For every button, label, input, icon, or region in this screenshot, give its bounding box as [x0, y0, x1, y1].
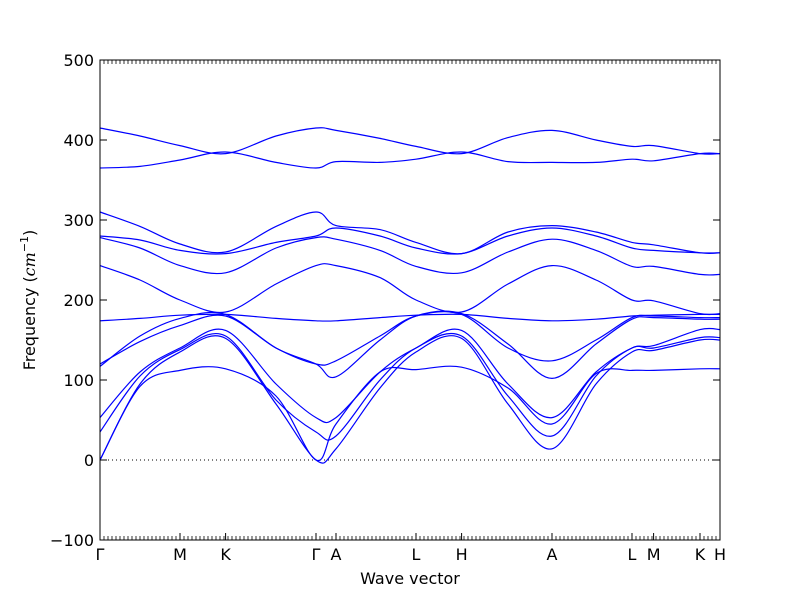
plot-frame — [99, 59, 721, 541]
band-line-5 — [99, 236, 721, 276]
band-line-12 — [99, 335, 721, 464]
x-tick-label: Γ — [312, 545, 321, 564]
y-tick-label: −100 — [50, 531, 94, 550]
x-tick-label: Γ — [96, 545, 105, 564]
band-line-3 — [99, 211, 721, 255]
band-line-8 — [99, 311, 721, 366]
x-tick-label: L — [412, 545, 421, 564]
y-tick-label: 200 — [63, 291, 94, 310]
x-tick-label: A — [331, 545, 342, 564]
band-line-6 — [99, 263, 721, 316]
x-tick-label: M — [173, 545, 187, 564]
x-tick-label: K — [220, 545, 231, 564]
band-line-2 — [99, 151, 721, 169]
y-tick-label: 400 — [63, 131, 94, 150]
y-axis-label-exp: −1 — [18, 236, 31, 252]
band-line-4 — [99, 227, 721, 255]
y-tick-label: 500 — [63, 51, 94, 70]
series-group — [99, 127, 721, 464]
x-tick-label: K — [695, 545, 706, 564]
band-line-11 — [99, 332, 721, 441]
x-tick-label: M — [647, 545, 661, 564]
x-tick-label: H — [714, 545, 726, 564]
y-tick-label: 0 — [84, 451, 94, 470]
x-tick-label: H — [456, 545, 468, 564]
y-axis-label: Frequency (cm−1) — [18, 230, 39, 371]
x-axis-label: Wave vector — [360, 569, 460, 588]
y-axis-label-close: ) — [20, 230, 39, 236]
y-axis-label-text: Frequency ( — [20, 276, 39, 370]
x-tick-label: A — [547, 545, 558, 564]
y-tick-label: 300 — [63, 211, 94, 230]
x-tick-label: L — [628, 545, 637, 564]
band-line-1 — [99, 127, 721, 155]
band-line-13 — [99, 365, 721, 461]
y-axis-label-unit: cm — [20, 252, 39, 276]
y-tick-label: 100 — [63, 371, 94, 390]
band-line-9 — [99, 310, 721, 380]
